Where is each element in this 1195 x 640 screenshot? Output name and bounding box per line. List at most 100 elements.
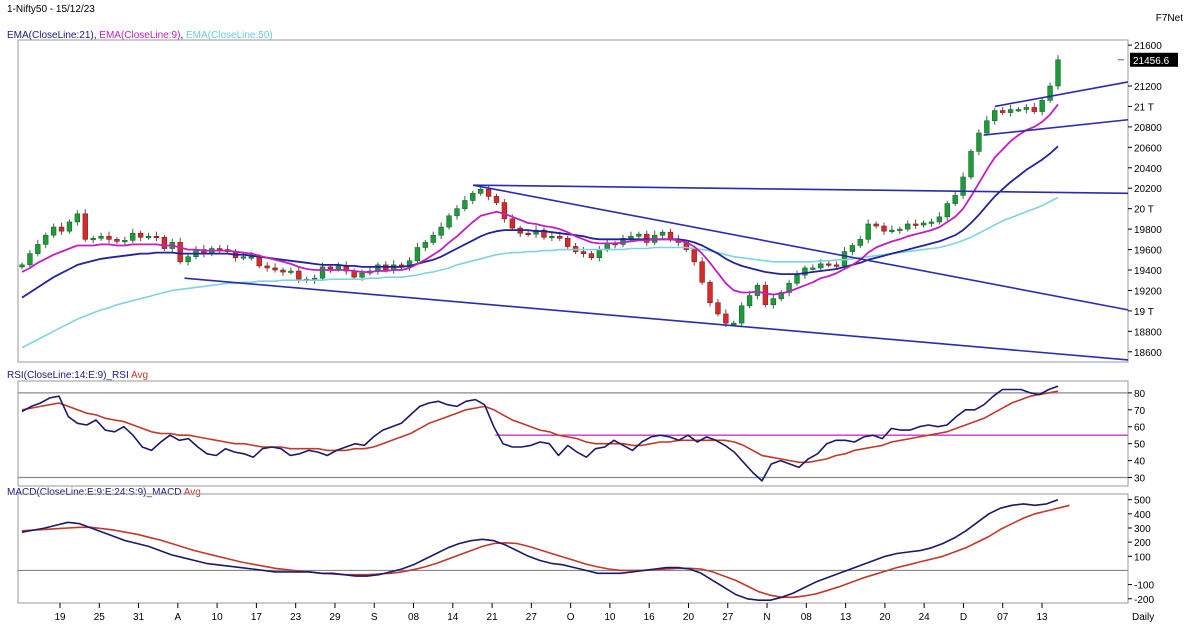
candle-body (256, 256, 262, 267)
rsi-avg-legend-label: Avg (130, 370, 149, 381)
candle-body (406, 260, 413, 268)
candle-body (881, 225, 887, 232)
candle-body (82, 213, 88, 240)
macd-y-tick-label: 300 (1134, 524, 1151, 535)
candle-body (430, 234, 436, 243)
candle-body (501, 202, 508, 220)
candle-body (936, 216, 943, 223)
candle-body (1023, 107, 1030, 110)
candle-body (731, 322, 737, 325)
candle-body (691, 249, 697, 263)
candle-body (1031, 107, 1037, 112)
price-y-tick-label: 18600 (1134, 348, 1162, 359)
macd-legend-label: MACD(CloseLine:E:9:E:24:S:9)_MACD (7, 487, 182, 498)
ema50-legend: EMA(CloseLine:50) (186, 30, 273, 41)
candle-body (565, 238, 571, 247)
price-y-tick-label: 18800 (1134, 327, 1162, 338)
candle-body (762, 285, 769, 306)
candle-body (865, 223, 871, 240)
rsi-y-tick-label: 70 (1134, 406, 1146, 417)
rsi-y-tick-label: 30 (1134, 474, 1146, 485)
ema50-line (21, 196, 1059, 349)
candle-body (549, 235, 555, 239)
price-y-tick-label: 20600 (1134, 143, 1162, 154)
price-y-tick-label: 19200 (1134, 286, 1162, 297)
ema-legend: EMA(CloseLine:21), EMA(CloseLine:9), EMA… (7, 30, 273, 41)
candle-body (825, 263, 832, 266)
price-panel-frame (17, 39, 1129, 363)
candle-body (857, 239, 863, 246)
x-tick-label: 21 (487, 612, 499, 623)
candle-body (359, 272, 365, 278)
x-tick-label: 29 (329, 612, 341, 623)
candle-body (968, 151, 974, 178)
ema21-line (21, 145, 1059, 299)
trendline (994, 81, 1129, 108)
candle-body (786, 282, 792, 293)
candle-body (114, 239, 120, 242)
candle-body (264, 265, 270, 269)
x-tick-label: 20 (683, 612, 695, 623)
candle-body (644, 233, 650, 243)
candle-body (952, 195, 958, 204)
candle-body (928, 221, 935, 224)
macd-avg-line (21, 504, 1070, 599)
rsi-y-tick-label: 50 (1134, 440, 1146, 451)
macd-line (21, 498, 1059, 602)
candle-body (794, 274, 800, 284)
price-y-tick-label: 20400 (1134, 164, 1162, 175)
price-y-tick-label: 21600 (1134, 41, 1162, 52)
candle-body (944, 203, 950, 218)
x-tick-label: N (763, 612, 770, 623)
candle-body (462, 200, 468, 209)
chart-title: 1-Nifty50 - 15/12/23 (7, 4, 95, 15)
candle-body (841, 251, 848, 267)
candle-body (976, 132, 982, 152)
candle-body (707, 281, 713, 304)
price-y-tick-label: 20800 (1134, 123, 1162, 134)
rsi-y-tick-label: 60 (1134, 423, 1146, 434)
candle-body (130, 232, 136, 241)
rsi-y-tick-label: 40 (1134, 457, 1146, 468)
x-tick-label: 25 (94, 612, 106, 623)
ema21-legend: EMA(CloseLine:21) (7, 30, 94, 41)
candle-body (778, 292, 784, 299)
x-tick-label: 16 (644, 612, 656, 623)
candle-body (667, 231, 674, 240)
x-tick-label: 13 (1036, 612, 1048, 623)
macd-y-tick-label: 500 (1134, 496, 1151, 507)
candle-body (541, 229, 547, 238)
x-tick-label: 31 (133, 612, 145, 623)
candle-body (19, 264, 25, 268)
candle-body (920, 222, 927, 226)
x-tick-label: S (371, 612, 378, 623)
macd-y-tick-label: -200 (1134, 595, 1154, 606)
x-tick-label: 08 (801, 612, 813, 623)
candle-body (106, 235, 112, 240)
candle-body (470, 193, 476, 201)
candle-body (153, 235, 160, 239)
rsi-legend: RSI(CloseLine:14:E:9)_RSI Avg (7, 370, 148, 381)
candle-body (327, 266, 334, 270)
candle-body (27, 253, 33, 266)
candle-body (699, 261, 705, 283)
candle-body (810, 267, 816, 270)
price-y-tick-label: 19 T (1134, 307, 1154, 318)
candle-body (999, 110, 1006, 113)
candle-body (1055, 59, 1061, 87)
trendline (473, 184, 1129, 195)
candle-body (509, 218, 515, 229)
candle-body (873, 223, 879, 227)
rsi-panel-frame (17, 380, 1129, 487)
candle-body (422, 242, 429, 248)
x-tick-label: 24 (919, 612, 931, 623)
candle-body (905, 223, 911, 230)
candle-body (659, 231, 666, 236)
x-tick-label: D (960, 612, 967, 623)
x-tick-label: 14 (447, 612, 459, 623)
candle-body (818, 263, 824, 269)
x-tick-label: 08 (408, 612, 420, 623)
candle-body (636, 233, 642, 237)
x-tick-label: 27 (722, 612, 734, 623)
